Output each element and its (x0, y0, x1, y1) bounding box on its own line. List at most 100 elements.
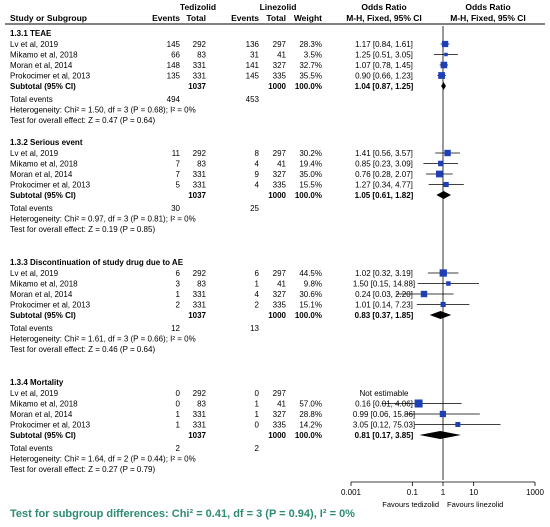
events-linezolid: 2 (255, 301, 260, 310)
subtotal-total-tedizolid: 1037 (188, 431, 206, 440)
heterogeneity-text: Heterogeneity: Chi² = 0.97, df = 3 (P = … (10, 215, 196, 224)
study-name: Moran et al, 2014 (10, 61, 73, 70)
events-tedizolid: 66 (171, 51, 180, 60)
x-axis-tick-label: 0.001 (341, 488, 362, 497)
total-linezolid: 327 (273, 290, 287, 299)
total-tedizolid: 83 (197, 280, 206, 289)
study-odds-ratio-ci: 0.16 [0.01, 4.06] (355, 400, 413, 409)
total-tedizolid: 292 (193, 269, 207, 278)
study-name: Mikamo et al, 2018 (10, 160, 78, 169)
total-tedizolid: 292 (193, 149, 207, 158)
subtotal-label: Subtotal (95% CI) (10, 191, 76, 200)
study-point-estimate (446, 281, 451, 286)
study-point-estimate (441, 40, 449, 48)
events-linezolid: 0 (255, 389, 260, 398)
events-linezolid: 1 (255, 400, 260, 409)
study-point-estimate (420, 290, 428, 298)
study-name: Mikamo et al, 2018 (10, 51, 78, 60)
total-events-linezolid: 2 (255, 444, 260, 453)
total-tedizolid: 331 (193, 410, 207, 419)
study-weight: 15.5% (299, 181, 322, 190)
total-tedizolid: 331 (193, 301, 207, 310)
subtotal-odds-ratio-ci: 0.83 [0.37, 1.85] (355, 311, 414, 320)
total-tedizolid: 331 (193, 61, 207, 70)
subtotal-label: Subtotal (95% CI) (10, 431, 76, 440)
study-weight: 28.3% (299, 40, 322, 49)
events-tedizolid: 135 (167, 72, 181, 81)
study-point-estimate (444, 52, 448, 57)
study-name: Moran et al, 2014 (10, 410, 73, 419)
subtotal-odds-ratio-ci: 0.81 [0.17, 3.85] (355, 431, 414, 440)
total-linezolid: 327 (273, 170, 287, 179)
study-point-estimate (439, 269, 447, 277)
study-point-estimate (435, 170, 443, 178)
overall-effect-text: Test for overall effect: Z = 0.47 (P = 0… (10, 116, 155, 125)
total-linezolid: 335 (273, 72, 287, 81)
subtotal-odds-ratio-ci: 1.04 [0.87, 1.25] (355, 82, 414, 91)
study-odds-ratio-ci: 0.90 [0.66, 1.23] (355, 72, 413, 81)
study-weight: 35.5% (299, 72, 322, 81)
events-tedizolid: 3 (176, 280, 181, 289)
heterogeneity-text: Heterogeneity: Chi² = 1.61, df = 3 (P = … (10, 335, 196, 344)
study-odds-ratio-ci: 1.25 [0.51, 3.05] (355, 51, 413, 60)
study-name: Prokocimer et al, 2013 (10, 421, 91, 430)
events-tedizolid: 5 (176, 181, 181, 190)
header-odds-ratio-right: Odds Ratio (465, 2, 510, 12)
total-tedizolid: 292 (193, 389, 207, 398)
study-name: Moran et al, 2014 (10, 290, 73, 299)
total-linezolid: 41 (277, 51, 286, 60)
events-linezolid: 6 (255, 269, 260, 278)
subtotal-total-linezolid: 1000 (268, 191, 286, 200)
study-odds-ratio-ci: 1.01 [0.14, 7.23] (355, 301, 413, 310)
study-odds-ratio-ci: 0.76 [0.28, 2.07] (355, 170, 413, 179)
subtotal-weight: 100.0% (295, 191, 322, 200)
study-name: Mikamo et al, 2018 (10, 280, 78, 289)
subtotal-odds-ratio-ci: 1.05 [0.61, 1.82] (355, 191, 414, 200)
study-point-estimate (444, 149, 451, 157)
total-linezolid: 297 (273, 269, 287, 278)
total-linezolid: 41 (277, 160, 286, 169)
study-name: Prokocimer et al, 2013 (10, 181, 91, 190)
subtotal-label: Subtotal (95% CI) (10, 311, 76, 320)
total-events-tedizolid: 494 (167, 95, 181, 104)
events-linezolid: 1 (255, 410, 260, 419)
subgroup-title: 1.3.4 Mortality (10, 378, 64, 387)
heterogeneity-text: Heterogeneity: Chi² = 1.64, df = 2 (P = … (10, 455, 196, 464)
header-total-tedizolid: Total (186, 13, 206, 23)
x-axis-tick-label: 1 (441, 488, 446, 497)
events-linezolid: 4 (255, 290, 260, 299)
study-odds-ratio-ci: 1.07 [0.78, 1.45] (355, 61, 413, 70)
subgroup-differences-test: Test for subgroup differences: Chi² = 0.… (10, 508, 355, 520)
header-group-linezolid: Linezolid (260, 2, 297, 12)
total-tedizolid: 83 (197, 160, 206, 169)
study-name: Moran et al, 2014 (10, 170, 73, 179)
overall-effect-text: Test for overall effect: Z = 0.19 (P = 0… (10, 225, 155, 234)
subtotal-weight: 100.0% (295, 311, 322, 320)
study-name: Lv et al, 2019 (10, 149, 59, 158)
total-linezolid: 335 (273, 181, 287, 190)
study-weight: 9.8% (304, 280, 322, 289)
study-odds-ratio-ci: 1.41 [0.56, 3.57] (355, 149, 413, 158)
study-weight: 28.8% (299, 410, 322, 419)
header-method-right: M-H, Fixed, 95% CI (450, 13, 526, 23)
subtotal-weight: 100.0% (295, 82, 322, 91)
subtotal-diamond (419, 431, 461, 439)
total-events-label: Total events (10, 324, 53, 333)
total-events-tedizolid: 30 (171, 204, 180, 213)
header-group-tedizolid: Tedizolid (180, 2, 216, 12)
header-events-tedizolid: Events (152, 13, 180, 23)
study-weight: 14.2% (299, 421, 322, 430)
overall-effect-text: Test for overall effect: Z = 0.27 (P = 0… (10, 465, 155, 474)
events-tedizolid: 7 (176, 170, 181, 179)
total-linezolid: 297 (273, 40, 287, 49)
study-odds-ratio-ci: 0.85 [0.23, 3.09] (355, 160, 413, 169)
total-events-linezolid: 25 (250, 204, 259, 213)
study-odds-ratio-ci: 1.17 [0.84, 1.61] (355, 40, 413, 49)
total-tedizolid: 331 (193, 181, 207, 190)
total-linezolid: 41 (277, 280, 286, 289)
heterogeneity-text: Heterogeneity: Chi² = 1.50, df = 3 (P = … (10, 106, 196, 115)
study-weight: 57.0% (299, 400, 322, 409)
study-weight: 30.2% (299, 149, 322, 158)
total-tedizolid: 83 (197, 51, 206, 60)
header-total-linezolid: Total (266, 13, 286, 23)
